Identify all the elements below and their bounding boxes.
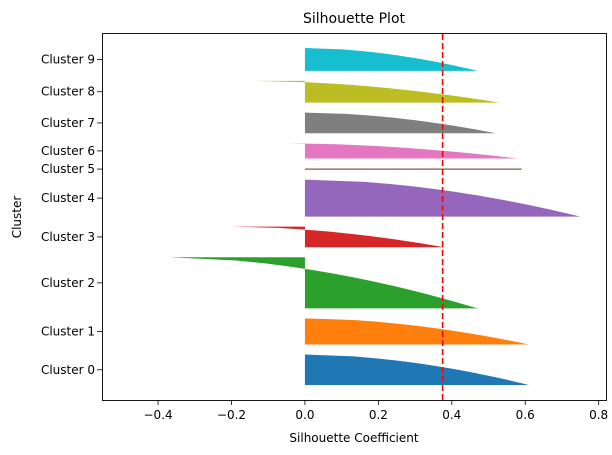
y-tick-label-cluster-9: Cluster 9: [41, 52, 95, 66]
y-tick-label-cluster-7: Cluster 7: [41, 116, 95, 130]
chart-title: Silhouette Plot: [303, 11, 406, 27]
silhouette-band-cluster-3: [231, 226, 445, 248]
y-tick-label-cluster-5: Cluster 5: [41, 162, 95, 176]
x-axis-label: Silhouette Coefficient: [289, 431, 418, 445]
x-tick-label: −0.2: [217, 408, 246, 422]
silhouette-bars: [169, 48, 581, 385]
x-tick-label: −0.4: [144, 408, 173, 422]
x-tick-label: 0.2: [369, 408, 388, 422]
y-axis-label: Cluster: [10, 196, 24, 239]
x-axis-ticks: −0.4 −0.2 0.0 0.2 0.4 0.6 0.8: [144, 400, 608, 422]
silhouette-band-cluster-5: [304, 168, 522, 170]
silhouette-band-cluster-6: [286, 143, 518, 159]
silhouette-band-cluster-1: [304, 318, 529, 345]
x-tick-label: 0.4: [442, 408, 461, 422]
x-tick-label: 0.0: [295, 408, 314, 422]
y-tick-label-cluster-3: Cluster 3: [41, 230, 95, 244]
x-tick-label: 0.6: [516, 408, 535, 422]
y-axis-cluster-labels: Cluster 0 Cluster 1 Cluster 2 Cluster 3 Clus…: [41, 52, 103, 377]
silhouette-band-cluster-7: [304, 112, 496, 134]
silhouette-band-cluster-8: [253, 80, 500, 103]
y-tick-label-cluster-0: Cluster 0: [41, 363, 95, 377]
y-tick-label-cluster-4: Cluster 4: [41, 191, 95, 205]
y-tick-label-cluster-8: Cluster 8: [41, 85, 95, 99]
silhouette-band-cluster-9: [304, 48, 478, 71]
y-tick-label-cluster-1: Cluster 1: [41, 324, 95, 338]
y-tick-label-cluster-2: Cluster 2: [41, 276, 95, 290]
x-tick-label: 0.8: [589, 408, 608, 422]
y-tick-label-cluster-6: Cluster 6: [41, 144, 95, 158]
plot-frame: [102, 33, 607, 401]
silhouette-band-cluster-2: [169, 257, 478, 309]
silhouette-band-cluster-0: [304, 354, 529, 385]
